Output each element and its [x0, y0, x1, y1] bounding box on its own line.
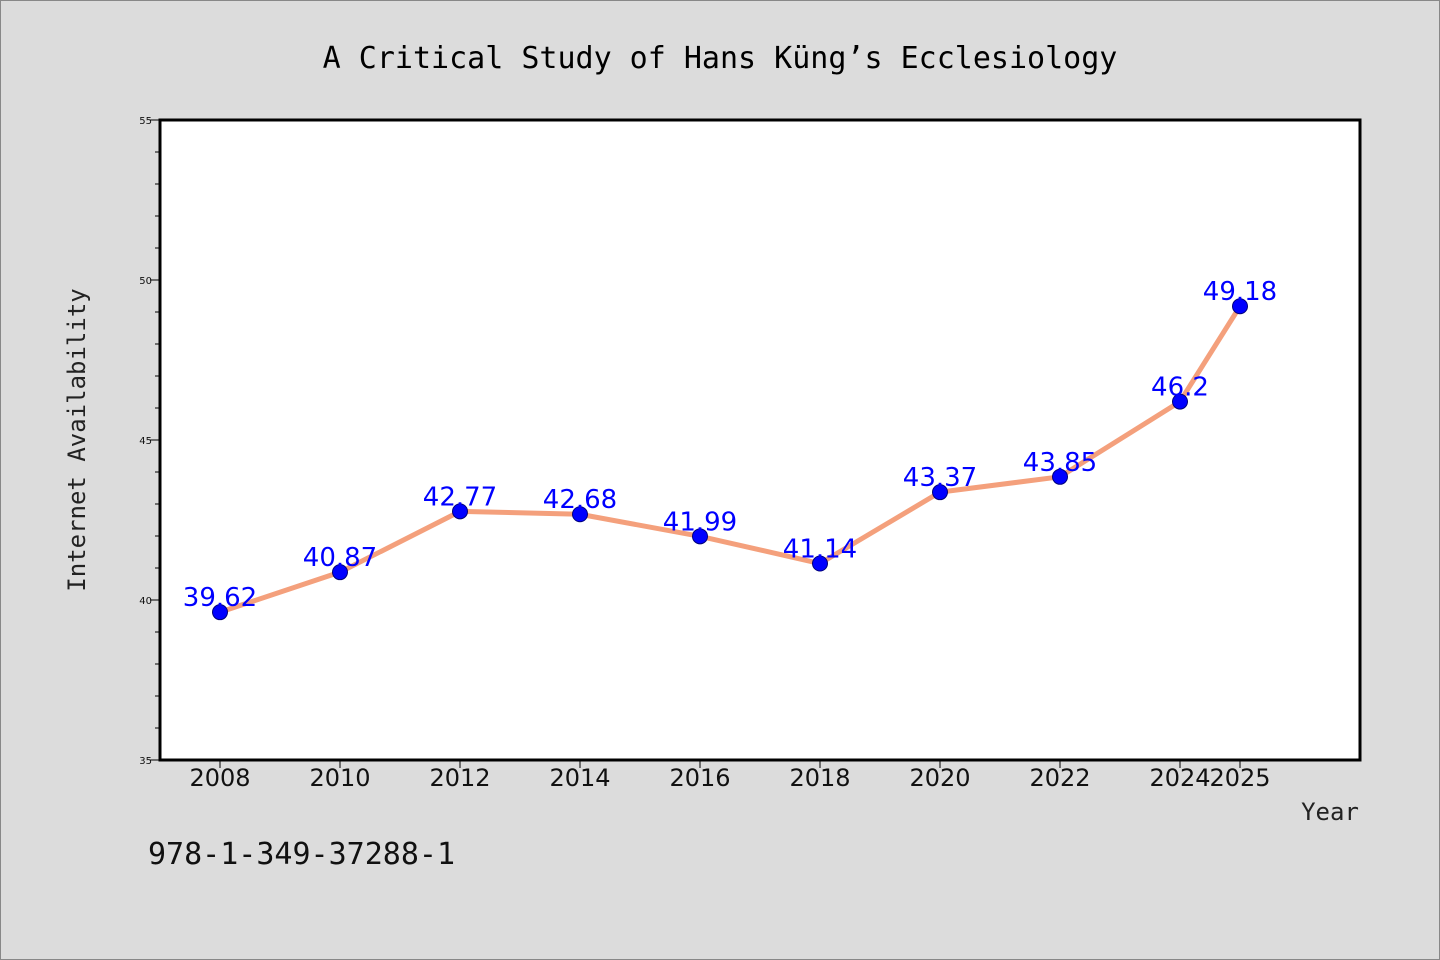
data-label: 46.2	[1151, 373, 1209, 403]
y-tick-label: 55	[139, 116, 152, 127]
series-internet-availability	[212, 298, 1248, 621]
y-tick-label: 45	[139, 436, 152, 447]
x-tick-label: 2018	[789, 764, 850, 792]
x-tick-label: 2022	[1029, 764, 1090, 792]
x-tick-label: 2010	[309, 764, 370, 792]
data-point	[332, 564, 348, 581]
chart-title: A Critical Study of Hans Küng’s Ecclesio…	[323, 41, 1118, 76]
data-label: 40.87	[303, 543, 377, 573]
x-tick-label: 2016	[669, 764, 730, 792]
plot-area	[160, 120, 1360, 760]
x-tick-label: 2025	[1209, 764, 1270, 792]
data-label: 41.99	[663, 507, 737, 537]
data-point	[692, 528, 708, 545]
data-point	[452, 503, 468, 520]
data-point	[572, 506, 588, 523]
y-axis-label: Internet Availability	[63, 288, 91, 591]
data-labels: 39.62 40.87 42.77 42.68 41.99 41.14 43.37 43.85…	[183, 277, 1277, 613]
plot-border	[158, 118, 1362, 762]
y-tick-label: 50	[139, 276, 152, 287]
x-tick-label: 2014	[549, 764, 610, 792]
data-point	[812, 555, 828, 572]
data-point	[1232, 298, 1248, 315]
data-point	[1052, 468, 1068, 485]
data-label: 42.68	[543, 485, 617, 515]
x-tick-label: 2024	[1149, 764, 1210, 792]
y-axis: 35 40 45 50 55	[139, 116, 160, 767]
data-label: 43.85	[1023, 448, 1097, 478]
data-label: 39.62	[183, 583, 257, 613]
x-tick-label: 2008	[189, 764, 250, 792]
data-label: 43.37	[903, 463, 977, 493]
x-tick-label: 2020	[909, 764, 970, 792]
data-label: 41.14	[783, 535, 857, 565]
data-label: 49.18	[1203, 277, 1277, 307]
data-label: 42.77	[423, 482, 497, 512]
data-point	[212, 604, 228, 621]
data-point	[932, 484, 948, 501]
series-line	[217, 303, 1243, 615]
data-point	[1172, 393, 1188, 410]
y-tick-label: 35	[139, 756, 152, 767]
x-axis-label: Year	[1301, 798, 1359, 826]
isbn-text: 978-1-349-37288-1	[148, 837, 455, 872]
x-tick-label: 2012	[429, 764, 490, 792]
y-tick-label: 40	[139, 596, 152, 607]
